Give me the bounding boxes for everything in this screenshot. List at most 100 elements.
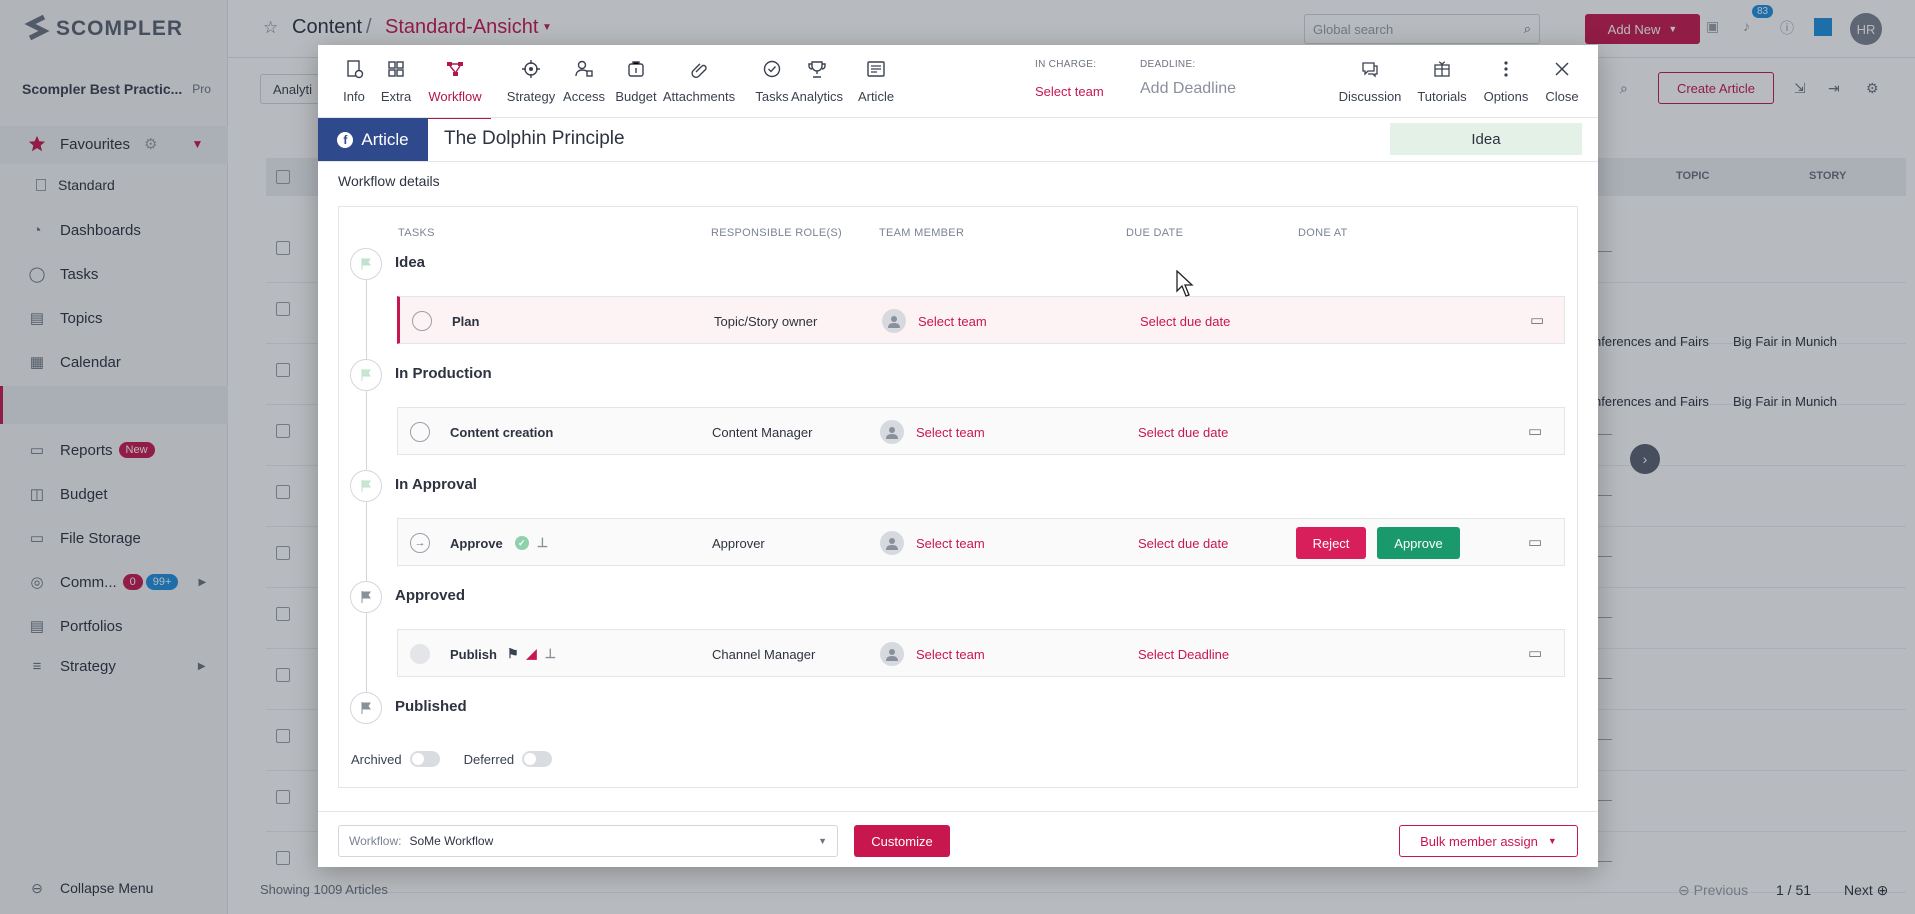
add-deadline[interactable]: Add Deadline <box>1140 80 1237 97</box>
row-checkbox[interactable] <box>276 363 290 377</box>
sidebar-item-budget[interactable]: ◫ Budget <box>28 482 108 506</box>
caret-down-icon[interactable]: ▼ <box>191 137 204 151</box>
task-row[interactable]: Plan Topic/Story owner Select team Select d… <box>397 296 1565 344</box>
tab-tasks[interactable]: Tasks <box>744 59 800 117</box>
task-row[interactable]: Content creation Content Manager Select te… <box>397 407 1565 455</box>
select-team-link[interactable]: Select team <box>916 535 985 551</box>
caret-right-icon[interactable]: ▶ <box>197 660 206 672</box>
task-status-circle-icon[interactable] <box>410 422 430 442</box>
task-row[interactable]: → Approve ✓ ⊥ Approver Select team Select due … <box>397 518 1565 566</box>
sidebar-item-calendar[interactable]: ▦ Calendar <box>28 350 121 374</box>
comment-icon[interactable]: ▭ <box>1528 534 1543 551</box>
import-icon[interactable]: ⇲ <box>1794 80 1806 96</box>
sidebar-item-comm[interactable]: ◎ Comm... 0 99+ ▶ <box>28 570 206 594</box>
row-checkbox[interactable] <box>276 546 290 560</box>
workflow-select[interactable]: Workflow: SoMe Workflow ▼ <box>338 825 838 857</box>
options-button[interactable]: Options <box>1474 59 1538 117</box>
row-checkbox[interactable] <box>276 485 290 499</box>
tab-workflow[interactable]: Workflow <box>419 59 491 119</box>
select-team-link[interactable]: Select team <box>916 424 985 440</box>
view-selector[interactable]: Standard-Ansicht <box>385 16 539 38</box>
pager-next[interactable]: Next ⊕ <box>1844 882 1889 898</box>
comment-icon[interactable]: ▭ <box>1530 312 1545 329</box>
apps-icon[interactable] <box>1814 18 1832 36</box>
tab-access[interactable]: Access <box>556 59 612 117</box>
sidebar-item-dashboards[interactable]: ◔ Dashboards <box>28 218 140 242</box>
tab-strategy[interactable]: Strategy <box>503 59 559 117</box>
export-icon[interactable]: ⇥ <box>1828 80 1840 96</box>
select-team-link[interactable]: Select team <box>918 313 987 329</box>
caret-right-icon[interactable]: ▶ <box>198 576 207 588</box>
list-search-icon[interactable]: ⌕ <box>1620 80 1628 96</box>
team-member[interactable]: Select team <box>880 519 985 567</box>
sidebar-item-portfolios[interactable]: ▤ Portfolios <box>28 614 123 638</box>
sidebar-item-reports[interactable]: ▭ Reports New <box>28 438 155 462</box>
reject-button[interactable]: Reject <box>1296 527 1366 559</box>
add-new-button[interactable]: Add New ▼ <box>1585 14 1700 44</box>
customize-button[interactable]: Customize <box>854 825 950 857</box>
approve-button[interactable]: Approve <box>1377 527 1460 559</box>
tab-budget[interactable]: Budget <box>608 59 664 117</box>
tab-attachments[interactable]: Attachments <box>663 59 735 117</box>
user-avatar[interactable]: HR <box>1850 13 1882 45</box>
in-charge-select[interactable]: Select team <box>1035 84 1104 99</box>
row-checkbox[interactable] <box>276 607 290 621</box>
row-checkbox[interactable] <box>276 302 290 316</box>
select-team-link[interactable]: Select team <box>916 646 985 662</box>
row-checkbox[interactable] <box>276 424 290 438</box>
arrow-right-circle-icon[interactable]: → <box>410 533 430 553</box>
tab-extra[interactable]: Extra <box>368 59 424 117</box>
sidebar-item-tasks[interactable]: ◯ Tasks <box>28 262 99 286</box>
tab-analytics[interactable]: Analytics <box>789 59 845 117</box>
close-button[interactable]: Close <box>1530 59 1594 117</box>
tab-info[interactable]: Info <box>326 59 382 117</box>
favorite-star-icon[interactable]: ☆ <box>263 18 279 37</box>
pager-prev[interactable]: ⊖ Previous <box>1678 882 1749 898</box>
select-all-checkbox[interactable] <box>276 170 290 184</box>
create-article-button[interactable]: Create Article <box>1658 72 1774 104</box>
sidebar-item-strategy[interactable]: ≡ Strategy ▶ <box>28 654 206 678</box>
sidebar-item-file-storage[interactable]: ▭ File Storage <box>28 526 141 550</box>
tutorials-button[interactable]: Tutorials <box>1410 59 1474 117</box>
task-row[interactable]: Publish ⚑ ◢ ⊥ Channel Manager Select team Sele… <box>397 629 1565 677</box>
sidebar-item-topics[interactable]: ▤ Topics <box>28 306 103 330</box>
scroll-right-button[interactable]: › <box>1630 444 1660 474</box>
info-icon[interactable]: ⓘ <box>1780 20 1794 36</box>
bell-icon[interactable]: ♪ <box>1743 18 1750 34</box>
status-badge[interactable]: Idea <box>1390 123 1582 155</box>
row-checkbox[interactable] <box>276 729 290 743</box>
due-date-link[interactable]: Select Deadline <box>1138 646 1230 662</box>
gift-icon[interactable]: ▣ <box>1706 18 1720 34</box>
tab-article[interactable]: Article <box>848 59 904 117</box>
team-member[interactable]: Select team <box>880 630 985 678</box>
due-date-link[interactable]: Select due date <box>1138 424 1229 440</box>
row-checkbox[interactable] <box>276 790 290 804</box>
logo[interactable]: SCOMPLER <box>24 12 183 46</box>
workspace-selector[interactable]: Scompler Best Practic... Pro <box>22 78 211 100</box>
due-date-link[interactable]: Select due date <box>1140 313 1231 329</box>
archived-toggle[interactable] <box>409 751 440 767</box>
row-checkbox[interactable] <box>276 668 290 682</box>
row-checkbox[interactable] <box>276 851 290 865</box>
settings-icon[interactable]: ⚙ <box>1866 80 1879 96</box>
due-date-link[interactable]: Select due date <box>1138 535 1229 551</box>
row-checkbox[interactable] <box>276 241 290 255</box>
team-member[interactable]: Select team <box>882 297 987 345</box>
team-member[interactable]: Select team <box>880 408 985 456</box>
bulk-assign-button[interactable]: Bulk member assign ▼ <box>1399 825 1578 857</box>
global-search-input[interactable]: Global search ⌕ <box>1304 14 1540 44</box>
sidebar-item-standard[interactable]: Standard <box>36 173 115 197</box>
table-row[interactable] <box>266 892 1906 893</box>
deferred-toggle[interactable] <box>522 751 553 767</box>
view-caret-icon[interactable]: ▼ <box>542 22 552 33</box>
discussion-button[interactable]: Discussion <box>1338 59 1402 117</box>
collapse-menu-button[interactable]: ⊖ Collapse Menu <box>28 876 153 900</box>
comment-icon[interactable]: ▭ <box>1528 645 1543 662</box>
article-title[interactable]: The Dolphin Principle <box>444 128 625 149</box>
task-status-circle-icon[interactable] <box>412 311 432 331</box>
gear-icon[interactable]: ⚙ <box>144 136 158 153</box>
sidebar-item-favourites[interactable]: Favourites ⚙ ▼ <box>28 132 203 156</box>
comment-icon[interactable]: ▭ <box>1528 423 1543 440</box>
task-status-filled-icon[interactable] <box>410 644 430 664</box>
breadcrumb-root[interactable]: Content <box>292 16 363 38</box>
